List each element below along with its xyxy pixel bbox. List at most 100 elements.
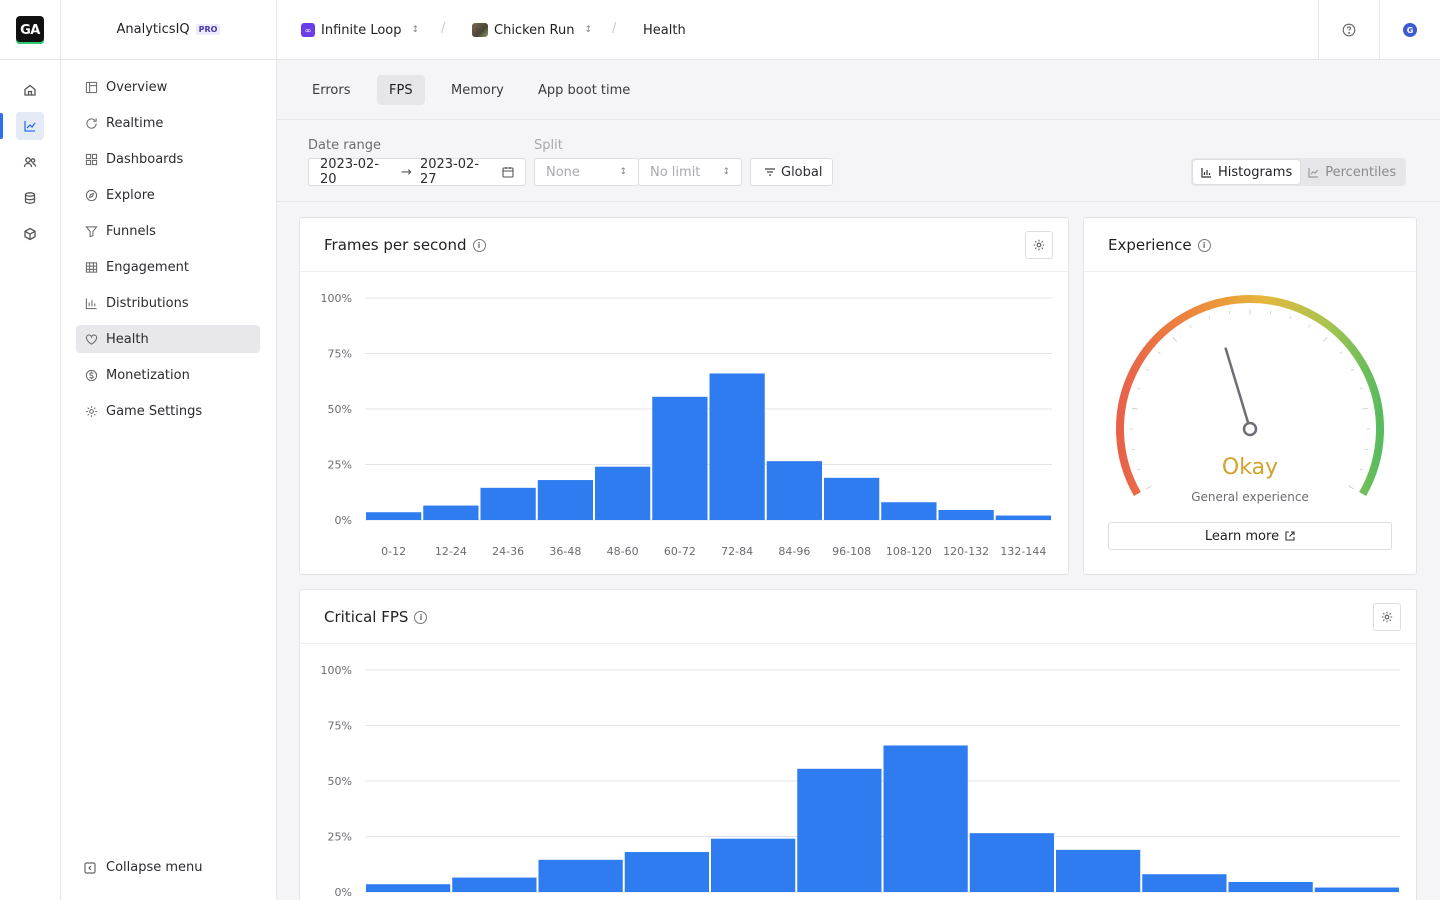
histogram-bar[interactable] <box>452 877 537 892</box>
funnel-icon <box>84 224 98 238</box>
global-filter-label: Global <box>781 164 823 180</box>
user-avatar[interactable]: G <box>1403 23 1417 37</box>
sidebar-item-game-settings[interactable]: Game Settings <box>76 397 260 425</box>
breadcrumb-org[interactable]: ∞ Infinite Loop ↕ <box>301 20 419 40</box>
sidebar-item-monetization[interactable]: Monetization <box>76 361 260 389</box>
histogram-bar[interactable] <box>624 852 709 892</box>
histogram-bar[interactable] <box>423 505 479 520</box>
sidebar-item-health[interactable]: Health <box>76 325 260 353</box>
collapse-menu-button[interactable]: Collapse menu <box>84 860 203 875</box>
sidebar-item-realtime[interactable]: Realtime <box>76 109 260 137</box>
gauge-arc <box>1116 295 1384 496</box>
histogram-bar[interactable] <box>366 884 451 892</box>
split-select[interactable]: None ↕ <box>534 158 639 186</box>
histogram-bar[interactable] <box>537 480 593 520</box>
sidebar-item-label: Monetization <box>106 367 190 383</box>
histogram-bar[interactable] <box>938 510 994 520</box>
x-tick-label: 36-48 <box>549 545 581 558</box>
gauge-tick <box>1131 448 1135 451</box>
experience-title-text: Experience <box>1108 236 1192 254</box>
date-range-picker[interactable]: 2023-02-20 → 2023-02-27 <box>308 157 526 187</box>
fps-settings-button[interactable] <box>1025 231 1053 259</box>
experience-rating: Okay <box>1221 455 1279 480</box>
histogram-bar[interactable] <box>995 515 1051 520</box>
app-logo[interactable]: GA <box>16 16 44 44</box>
histogram-bar[interactable] <box>480 487 536 520</box>
histogram-bar[interactable] <box>652 396 708 520</box>
gauge-tick <box>1351 368 1355 371</box>
gauge-tick <box>1131 407 1138 410</box>
breadcrumb-org-label: Infinite Loop <box>321 22 402 38</box>
histogram-bar[interactable] <box>1142 874 1227 892</box>
cube-icon[interactable] <box>16 220 44 248</box>
gauge-tick <box>1189 324 1192 328</box>
limit-select[interactable]: No limit ↕ <box>638 158 742 186</box>
histograms-label: Histograms <box>1218 164 1293 180</box>
users-icon[interactable] <box>16 148 44 176</box>
histogram-bar[interactable] <box>1056 849 1141 892</box>
info-icon[interactable]: i <box>414 610 428 624</box>
x-tick-label: 96-108 <box>832 545 871 558</box>
sidebar-item-engagement[interactable]: Engagement <box>76 253 260 281</box>
histogram-bar[interactable] <box>766 461 822 520</box>
tab-fps[interactable]: FPS <box>377 75 425 105</box>
sidebar-item-label: Dashboards <box>106 151 184 167</box>
histogram-bar[interactable] <box>881 502 937 520</box>
histogram-bar[interactable] <box>797 768 882 892</box>
histogram-bar[interactable] <box>883 745 968 892</box>
experience-card-header: Experience i <box>1084 218 1416 272</box>
critical-fps-settings-button[interactable] <box>1373 603 1401 631</box>
tab-app-boot-time[interactable]: App boot time <box>538 82 631 98</box>
arrow-right-icon: → <box>401 164 412 180</box>
info-icon[interactable]: i <box>1197 238 1211 252</box>
learn-more-label: Learn more <box>1204 528 1280 544</box>
help-icon[interactable] <box>1342 23 1356 37</box>
gear-icon <box>1033 239 1045 251</box>
sidebar-item-explore[interactable]: Explore <box>76 181 260 209</box>
infinite-loop-app-icon: ∞ <box>301 23 315 37</box>
table-icon <box>84 260 98 274</box>
info-icon[interactable]: i <box>472 238 486 252</box>
histogram-bar[interactable] <box>824 477 880 520</box>
chevron-updown-icon: ↕ <box>584 25 592 35</box>
histogram-bar[interactable] <box>709 373 765 520</box>
brand-header: AnalyticsIQ PRO <box>61 0 276 60</box>
histogram-bar[interactable] <box>969 833 1054 892</box>
sidebar-item-label: Game Settings <box>106 403 203 419</box>
y-tick-label: 75% <box>328 720 352 733</box>
sidebar-item-distributions[interactable]: Distributions <box>76 289 260 317</box>
learn-more-button[interactable]: Learn more <box>1108 522 1392 550</box>
pro-badge: PRO <box>195 24 221 35</box>
gauge-pivot <box>1242 421 1258 437</box>
collapse-icon <box>84 861 98 875</box>
global-filter-button[interactable]: Global <box>750 158 833 186</box>
chevron-updown-icon: ↕ <box>722 167 730 177</box>
chicken-run-game-icon <box>472 23 488 37</box>
percentiles-toggle[interactable]: Percentiles <box>1300 160 1404 184</box>
histogram-bar[interactable] <box>595 466 651 520</box>
gauge-tick <box>1137 387 1141 390</box>
sidebar-item-overview[interactable]: Overview <box>76 73 260 101</box>
gauge-tick <box>1137 468 1141 471</box>
tab-errors[interactable]: Errors <box>312 82 351 98</box>
sidebar-item-dashboards[interactable]: Dashboards <box>76 145 260 173</box>
histogram-bar[interactable] <box>711 838 796 892</box>
experience-subtitle: General experience <box>1191 490 1309 504</box>
rail-divider <box>0 59 60 60</box>
sidebar-item-funnels[interactable]: Funnels <box>76 217 260 245</box>
breadcrumb-separator: / <box>441 21 446 36</box>
fps-histogram-chart: 100% 75% 50% 25% 0% 0-12 12-24 24-36 36-48 48-60 6… <box>321 292 1052 558</box>
tab-memory[interactable]: Memory <box>451 82 504 98</box>
chart-line-icon[interactable] <box>16 112 44 140</box>
histogram-bar[interactable] <box>1228 882 1313 892</box>
histogram-bar[interactable] <box>1314 887 1399 892</box>
sidebar-item-label: Health <box>106 331 149 347</box>
breadcrumb-game[interactable]: Chicken Run ↕ <box>472 20 592 40</box>
histogram-bar[interactable] <box>366 512 422 520</box>
histogram-bar[interactable] <box>538 859 623 892</box>
database-icon[interactable] <box>16 184 44 212</box>
home-icon[interactable] <box>16 76 44 104</box>
critical-fps-card-title: Critical FPS i <box>324 608 428 626</box>
y-tick-label: 25% <box>328 459 352 472</box>
histograms-toggle[interactable]: Histograms <box>1193 160 1301 184</box>
